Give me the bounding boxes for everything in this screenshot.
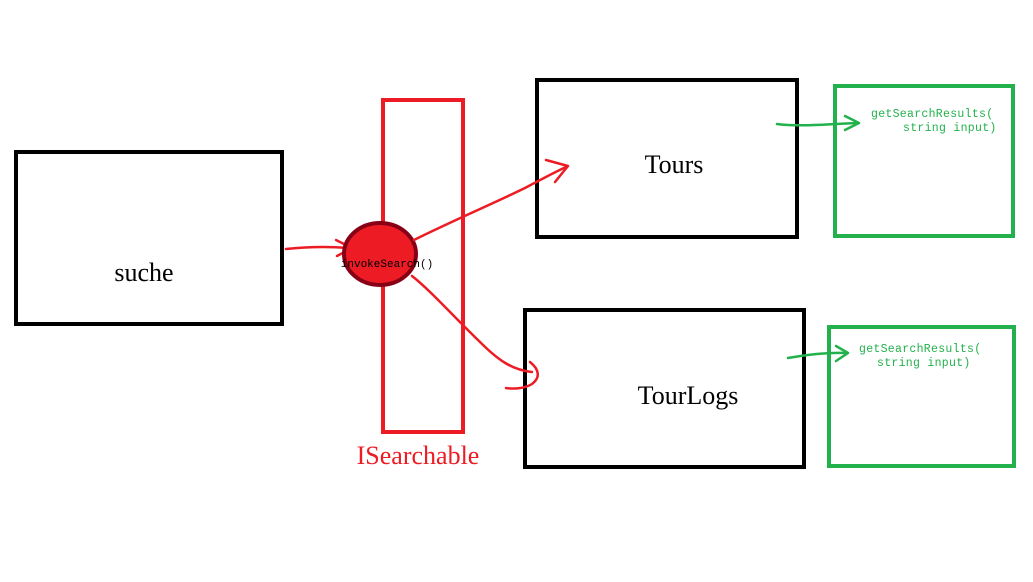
suche-box	[14, 150, 284, 326]
arrow-invoke-to-tourlogs-line	[410, 274, 534, 374]
tours-node: Tours	[535, 78, 799, 239]
arrow-invoke-to-tourlogs-head	[504, 360, 539, 390]
arrow-tourlogs-to-method-line	[786, 351, 848, 360]
tours-method-line2: string input)	[903, 122, 997, 135]
suche-label: suche	[114, 258, 173, 287]
arrow-tours-to-method	[775, 114, 861, 132]
arrow-suche-to-invoke-line	[284, 245, 350, 251]
tourlogs-node: TourLogs	[523, 308, 806, 469]
invoke-label: invokeSearch()	[341, 259, 433, 271]
arrow-tours-to-method-head	[843, 114, 861, 132]
arrow-invoke-to-tours-head	[544, 158, 570, 184]
arrow-tourlogs-to-method	[786, 344, 850, 363]
tourlogs-method-box	[827, 325, 1016, 468]
tours-label: Tours	[645, 150, 704, 179]
arrow-invoke-to-tours	[412, 158, 570, 242]
suche-node: suche	[14, 150, 284, 326]
invoke-circle	[342, 221, 418, 287]
tours-method-line1: getSearchResults(	[871, 108, 993, 121]
arrow-tours-to-method-line	[775, 121, 860, 127]
isearchable-label: ISearchable	[357, 441, 480, 470]
tourlogs-box	[523, 308, 806, 469]
arrow-invoke-to-tours-line	[412, 165, 568, 242]
tourlogs-label: TourLogs	[638, 381, 739, 410]
tourlogs-method-line2: string input)	[877, 357, 971, 370]
tours-box	[535, 78, 799, 239]
tourlogs-method-node: getSearchResults( string input)	[827, 325, 1016, 468]
tours-method-node: getSearchResults( string input)	[833, 84, 1015, 238]
arrow-invoke-to-tourlogs	[410, 274, 539, 390]
tours-method-box	[833, 84, 1015, 238]
arrow-tourlogs-to-method-head	[834, 344, 850, 363]
invoke-node: invokeSearch()	[341, 221, 433, 287]
isearchable-node: ISearchable	[357, 98, 480, 470]
tourlogs-method-line1: getSearchResults(	[859, 343, 981, 356]
